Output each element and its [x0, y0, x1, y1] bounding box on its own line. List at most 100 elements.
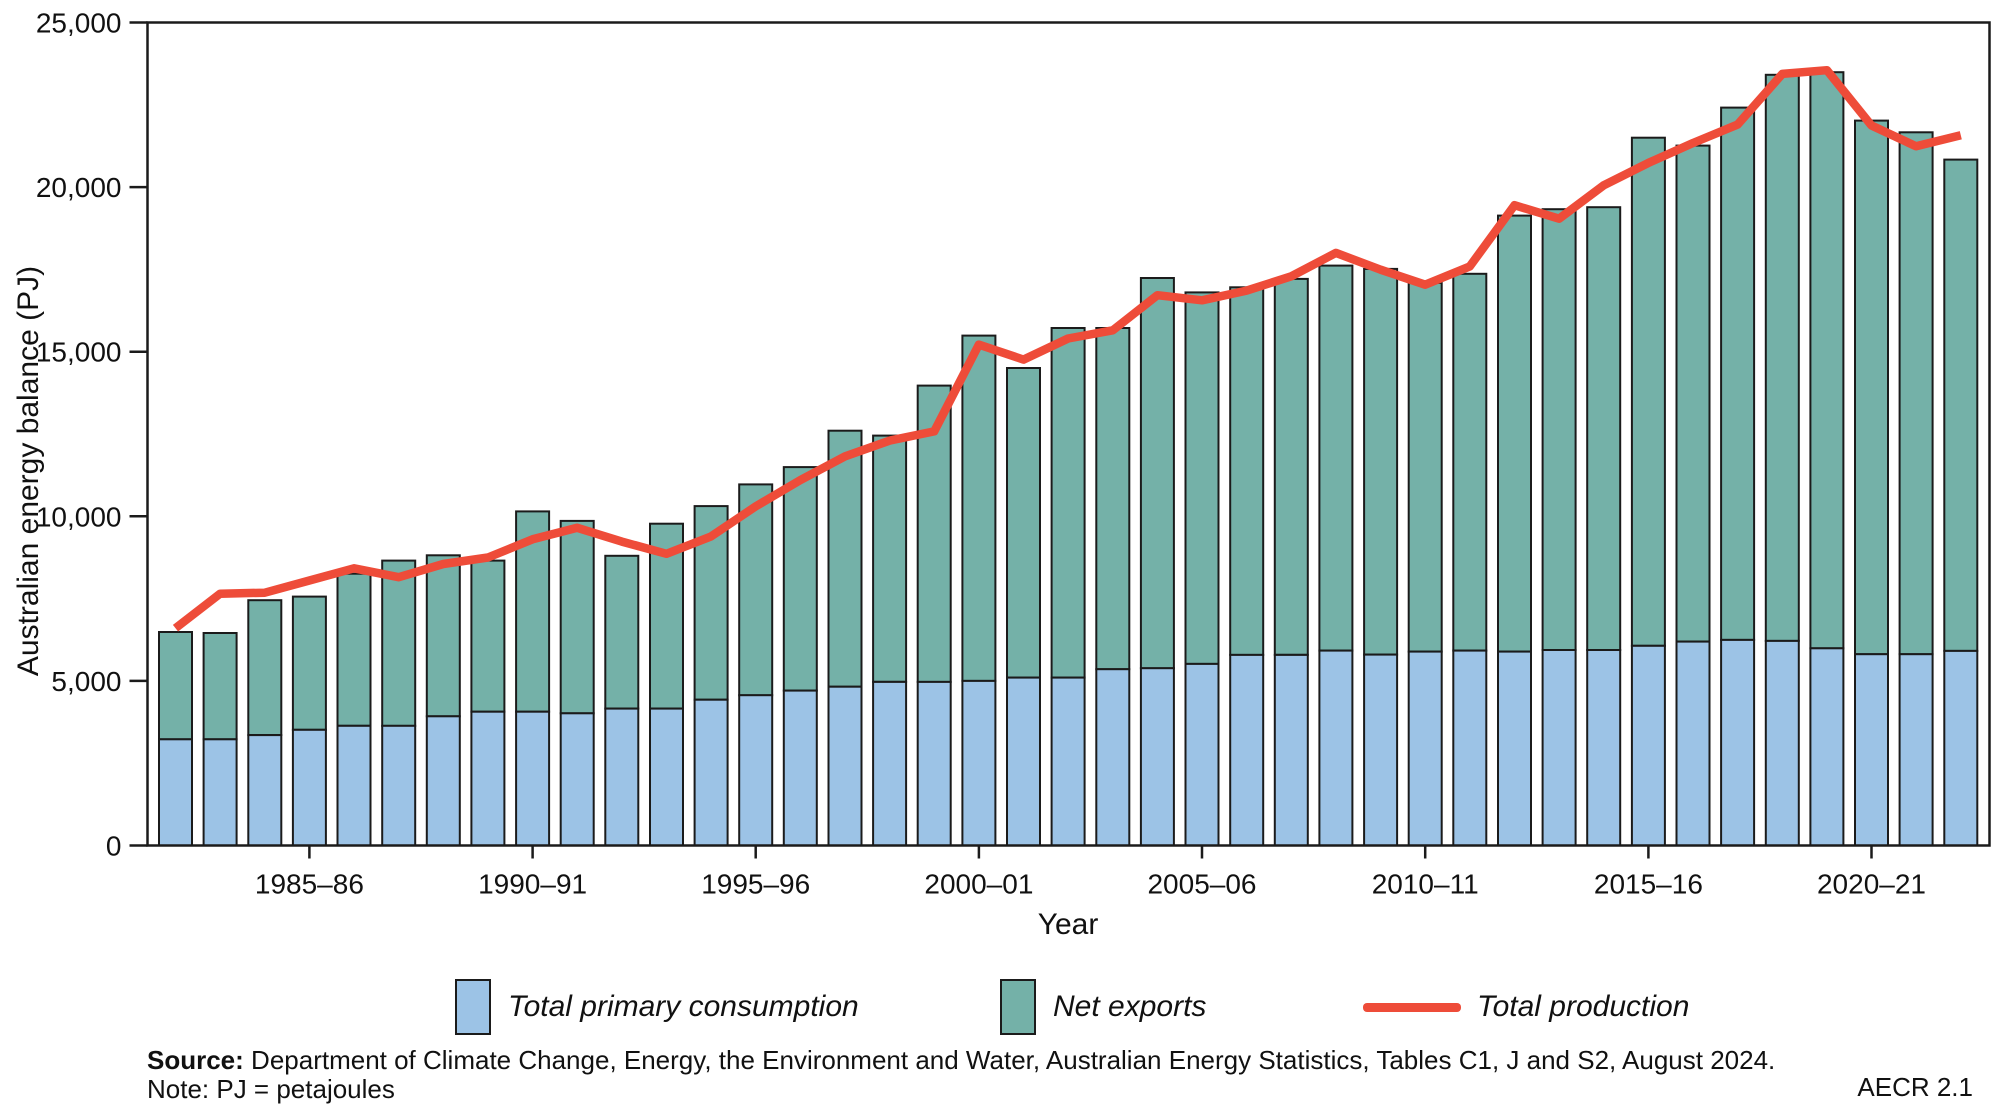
consumption-bar	[1630, 644, 1666, 847]
y-tick-label: 0	[106, 831, 122, 862]
consumption-bar	[738, 694, 774, 847]
net-exports-bar	[1452, 272, 1488, 652]
x-axis-title: Year	[1037, 908, 1099, 941]
consumption-bar	[247, 734, 283, 847]
net-exports-bar	[202, 632, 238, 741]
consumption-bar	[1854, 653, 1889, 847]
chart-canvas: 0 5,000 10,000 15,000 20,000 25,000 1985–86 199…	[36, 8, 1991, 900]
x-tick-label: 1985–86	[255, 869, 364, 900]
net-exports-bar	[1943, 158, 1979, 652]
net-exports-bar	[738, 483, 774, 697]
consumption-bar	[291, 728, 327, 847]
net-exports-bar	[1497, 214, 1532, 653]
consumption-bar	[470, 710, 506, 847]
source-block: Source: Department of Climate Change, En…	[147, 1046, 1775, 1104]
consumption-bar	[1497, 650, 1532, 847]
x-tick-label: 2015–16	[1594, 869, 1703, 900]
consumption-bar	[1764, 639, 1800, 847]
consumption-bar	[1050, 676, 1086, 847]
net-exports-swatch-icon	[1000, 979, 1036, 1035]
consumption-bar	[1363, 653, 1399, 847]
production-line	[172, 65, 1962, 632]
y-tick-label: 20,000	[36, 172, 122, 203]
net-exports-bar	[1854, 119, 1889, 656]
consumption-bar	[559, 712, 595, 847]
consumption-bar	[1095, 668, 1131, 847]
net-exports-bar	[381, 559, 417, 727]
net-exports-bar	[1273, 277, 1309, 656]
net-exports-bar	[470, 559, 506, 713]
consumption-bar	[1720, 638, 1756, 847]
consumption-bar	[961, 679, 997, 847]
net-exports-bar	[1586, 206, 1622, 651]
source-text: Department of Climate Change, Energy, th…	[243, 1045, 1776, 1075]
x-tick-label: 2000–01	[924, 869, 1033, 900]
net-exports-bar	[1630, 136, 1666, 647]
source-label: Source:	[147, 1045, 244, 1075]
net-exports-bar	[1541, 208, 1577, 651]
consumption-bar	[1452, 649, 1488, 847]
net-exports-bar	[1407, 281, 1443, 653]
y-tick-label: 10,000	[36, 501, 122, 532]
consumption-bar	[158, 738, 193, 847]
net-exports-bar	[1184, 291, 1220, 665]
consumption-bar	[336, 724, 372, 847]
legend-label-consumption: Total primary consumption	[508, 990, 859, 1023]
consumption-bar	[515, 710, 551, 847]
consumption-bar	[1675, 640, 1711, 847]
consumption-bar	[782, 689, 818, 847]
x-tick-label: 2005–06	[1147, 869, 1256, 900]
net-exports-bar	[604, 554, 640, 710]
net-exports-bar	[1675, 144, 1711, 643]
consumption-bar	[1229, 653, 1265, 847]
net-exports-bar	[1050, 327, 1086, 679]
consumption-bar	[649, 707, 684, 847]
net-exports-bar	[872, 434, 908, 683]
consumption-bar	[1541, 649, 1577, 847]
consumption-bar	[693, 698, 729, 847]
legend-label-production: Total production	[1477, 990, 1690, 1023]
net-exports-bar	[1720, 106, 1756, 641]
x-tick-label: 2010–11	[1372, 869, 1479, 900]
consumption-bar	[1898, 653, 1934, 847]
consumption-bar	[1809, 647, 1845, 847]
consumption-bar	[827, 685, 863, 847]
net-exports-bar	[336, 572, 372, 727]
consumption-bar	[604, 707, 640, 847]
y-tick-label: 5,000	[51, 666, 121, 697]
consumption-bar	[872, 680, 908, 847]
net-exports-bar	[1318, 264, 1354, 652]
net-exports-bar	[247, 599, 283, 737]
y-tick-label: 25,000	[36, 8, 122, 39]
consumption-bar	[1318, 649, 1354, 847]
consumption-bar	[1184, 662, 1220, 847]
consumption-swatch-icon	[455, 979, 491, 1035]
net-exports-bar	[827, 429, 863, 688]
consumption-bar	[1273, 653, 1309, 847]
y-tick-label: 15,000	[36, 337, 122, 368]
net-exports-bar	[291, 595, 327, 731]
consumption-bar	[916, 680, 952, 847]
x-tick-label: 1990–91	[478, 869, 587, 900]
source-line: Source: Department of Climate Change, En…	[147, 1046, 1775, 1075]
legend-label-net-exports: Net exports	[1053, 990, 1207, 1023]
consumption-bar	[1943, 649, 1979, 847]
net-exports-bar	[1809, 71, 1845, 650]
net-exports-bar	[158, 631, 193, 741]
consumption-bar	[1006, 676, 1041, 847]
consumption-bar	[425, 715, 461, 847]
net-exports-bar	[1363, 267, 1399, 656]
consumption-bar	[1139, 667, 1175, 847]
net-exports-bar	[1095, 327, 1131, 671]
net-exports-bar	[1139, 277, 1175, 670]
y-axis-title: Australian energy balance (PJ)	[12, 265, 45, 677]
production-line-swatch-icon	[1363, 1003, 1461, 1012]
net-exports-bar	[1764, 73, 1800, 642]
net-exports-bar	[559, 519, 595, 715]
consumption-bar	[1586, 649, 1622, 847]
net-exports-bar	[1229, 286, 1265, 656]
net-exports-bar	[961, 334, 997, 682]
consumption-bar	[1407, 650, 1443, 847]
net-exports-bar	[1006, 367, 1041, 679]
